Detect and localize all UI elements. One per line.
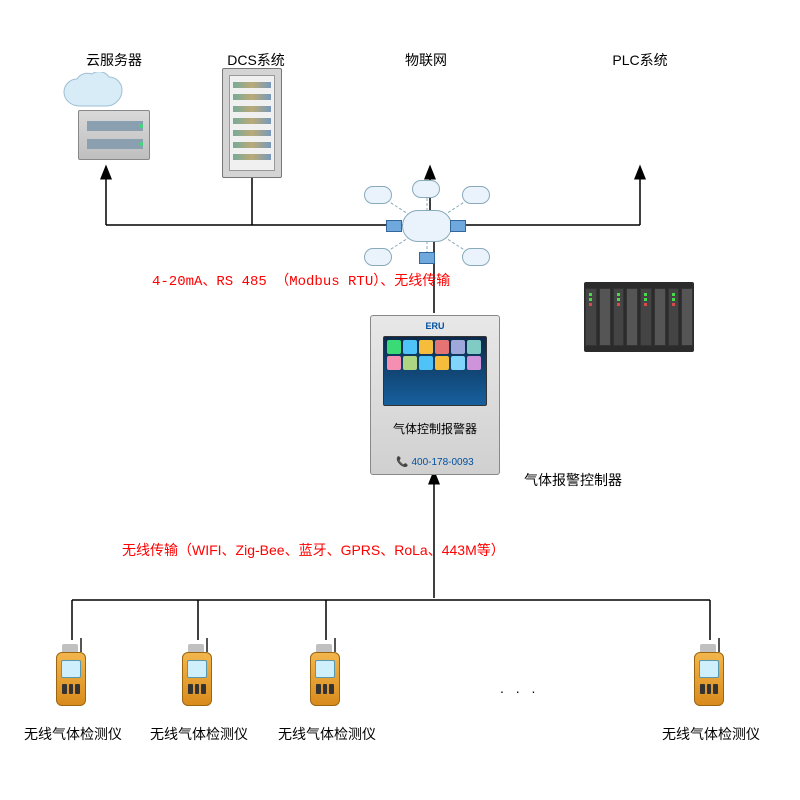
controller-side-label: 气体报警控制器 (524, 470, 622, 490)
plc-rack-icon (584, 272, 694, 362)
gas-detector-icon (306, 644, 344, 714)
gas-detector-label: 无线气体检测仪 (272, 724, 382, 744)
gas-detector-icon (690, 644, 728, 714)
gas-alarm-controller-icon: ERU 气体控制报警器 📞 400-178-0093 (370, 315, 500, 475)
gas-detector-icon (52, 644, 90, 714)
controller-screen (383, 336, 487, 406)
gas-detector-label: 无线气体检测仪 (656, 724, 766, 744)
label-iot: 物联网 (386, 50, 466, 70)
protocol-label-bottom: 无线传输（WIFI、Zig-Bee、蓝牙、GPRS、RoLa、443M等） (122, 540, 505, 560)
controller-brand: ERU (371, 321, 499, 331)
protocol-label-top: 4-20mA、RS 485 （Modbus RTU）、无线传输 (152, 270, 450, 290)
ellipsis: . . . (500, 680, 539, 696)
iot-network-icon (362, 182, 492, 272)
controller-hotline: 📞 400-178-0093 (371, 457, 499, 468)
label-dcs: DCS系统 (216, 50, 296, 70)
gas-detector-label: 无线气体检测仪 (18, 724, 128, 744)
dcs-cabinet-icon (222, 68, 282, 178)
gas-detector-icon (178, 644, 216, 714)
label-cloud-server: 云服务器 (64, 50, 164, 70)
cloud-server-icon (60, 72, 150, 162)
controller-screen-label: 气体控制报警器 (371, 420, 499, 437)
gas-detector-label: 无线气体检测仪 (144, 724, 254, 744)
label-plc: PLC系统 (600, 50, 680, 70)
